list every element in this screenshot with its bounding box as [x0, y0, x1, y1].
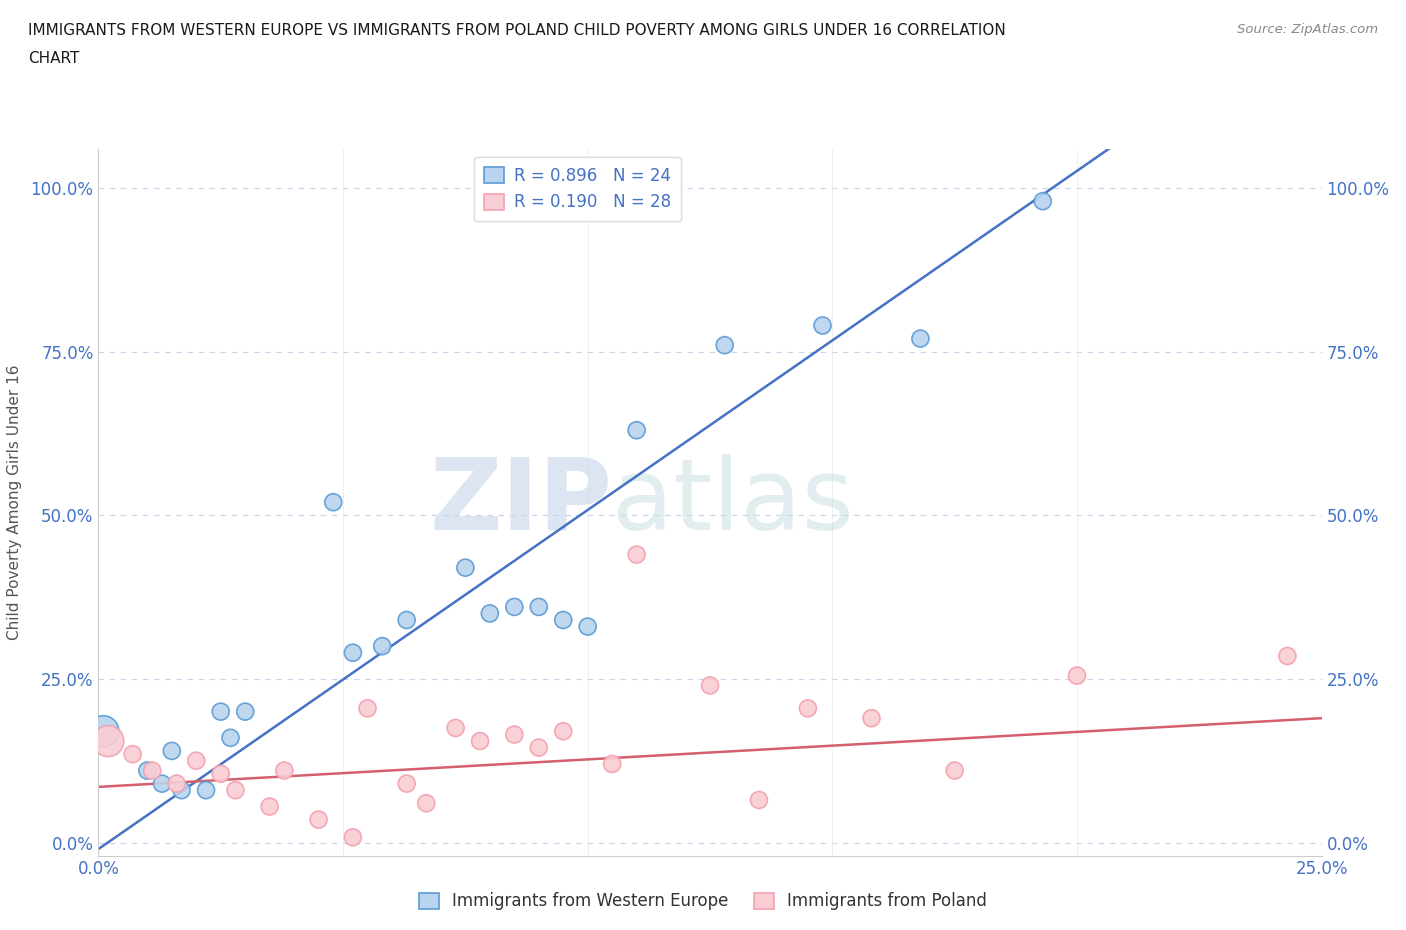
Legend: R = 0.896   N = 24, R = 0.190   N = 28: R = 0.896 N = 24, R = 0.190 N = 28: [474, 157, 681, 221]
Point: [308, 812, 330, 827]
Point: [273, 764, 295, 778]
Point: [478, 606, 501, 621]
Point: [576, 619, 599, 634]
Point: [503, 727, 526, 742]
Point: [713, 338, 735, 352]
Point: [186, 753, 208, 768]
Point: [910, 331, 932, 346]
Point: [395, 777, 418, 791]
Point: [195, 783, 218, 798]
Point: [136, 764, 159, 778]
Text: CHART: CHART: [28, 51, 80, 66]
Point: [748, 792, 770, 807]
Point: [371, 639, 394, 654]
Point: [1032, 193, 1054, 208]
Point: [1277, 648, 1299, 663]
Point: [209, 766, 232, 781]
Point: [170, 783, 193, 798]
Point: [553, 724, 575, 738]
Point: [626, 423, 648, 438]
Point: [503, 600, 526, 615]
Point: [553, 613, 575, 628]
Point: [219, 730, 242, 745]
Point: [259, 799, 281, 814]
Point: [322, 495, 344, 510]
Point: [444, 721, 467, 736]
Point: [1066, 668, 1088, 683]
Point: [356, 701, 378, 716]
Point: [943, 764, 966, 778]
Point: [454, 560, 477, 575]
Text: Source: ZipAtlas.com: Source: ZipAtlas.com: [1237, 23, 1378, 36]
Point: [860, 711, 883, 725]
Point: [811, 318, 834, 333]
Point: [91, 724, 114, 738]
Text: ZIP: ZIP: [429, 454, 612, 551]
Point: [797, 701, 820, 716]
Point: [160, 743, 183, 758]
Point: [97, 734, 120, 749]
Point: [209, 704, 232, 719]
Point: [166, 777, 188, 791]
Point: [342, 830, 364, 844]
Point: [233, 704, 256, 719]
Point: [224, 783, 246, 798]
Text: IMMIGRANTS FROM WESTERN EUROPE VS IMMIGRANTS FROM POLAND CHILD POVERTY AMONG GIR: IMMIGRANTS FROM WESTERN EUROPE VS IMMIGR…: [28, 23, 1005, 38]
Point: [342, 645, 364, 660]
Text: atlas: atlas: [612, 454, 853, 551]
Point: [395, 613, 418, 628]
Legend: Immigrants from Western Europe, Immigrants from Poland: Immigrants from Western Europe, Immigran…: [412, 885, 994, 917]
Point: [468, 734, 491, 749]
Point: [699, 678, 721, 693]
Point: [600, 756, 623, 771]
Y-axis label: Child Poverty Among Girls Under 16: Child Poverty Among Girls Under 16: [7, 365, 22, 640]
Point: [121, 747, 143, 762]
Point: [527, 600, 550, 615]
Point: [141, 764, 163, 778]
Point: [626, 547, 648, 562]
Point: [150, 777, 173, 791]
Point: [527, 740, 550, 755]
Point: [415, 796, 437, 811]
